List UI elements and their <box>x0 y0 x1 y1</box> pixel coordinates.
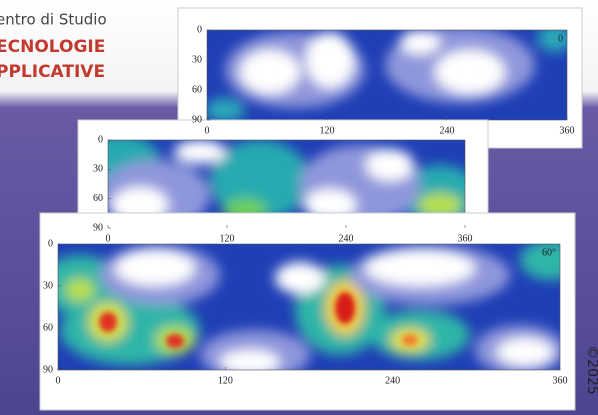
y-tick-label: 30 <box>93 164 103 175</box>
x-tick-label: 120 <box>320 125 335 136</box>
header-line: entro di Studio <box>0 11 107 29</box>
y-tick-label: 0 <box>48 238 53 249</box>
x-tick-label: 120 <box>220 233 235 244</box>
y-tick-label: 90 <box>192 114 202 125</box>
y-tick-label: 90 <box>93 222 103 233</box>
heatmap <box>207 30 567 120</box>
x-tick-label: 240 <box>385 375 400 386</box>
side-text: ©2025 <box>584 345 598 395</box>
x-tick-label: 0 <box>205 125 210 136</box>
corner-label: 60° <box>542 247 556 258</box>
header-line: PPLICATIVE <box>0 62 105 82</box>
x-tick-label: 120 <box>218 375 233 386</box>
x-tick-label: 360 <box>560 125 575 136</box>
y-tick-label: 60 <box>93 193 103 204</box>
panel <box>177 7 583 149</box>
x-tick-label: 360 <box>458 233 473 244</box>
corner-label: 0 <box>558 33 563 44</box>
y-tick-label: 60 <box>43 322 53 333</box>
y-tick-label: 30 <box>43 280 53 291</box>
x-tick-label: 360 <box>553 375 568 386</box>
y-tick-label: 0 <box>98 134 103 145</box>
x-tick-label: 240 <box>339 233 354 244</box>
header-line: ECNOLOGIE <box>0 37 105 57</box>
y-tick-label: 90 <box>43 364 53 375</box>
y-tick-label: 60 <box>192 84 202 95</box>
panel <box>39 212 576 411</box>
x-tick-label: 0 <box>56 375 61 386</box>
y-tick-label: 0 <box>197 24 202 35</box>
x-tick-label: 240 <box>440 125 455 136</box>
y-tick-label: 30 <box>192 54 202 65</box>
heatmap <box>58 244 560 370</box>
x-tick-label: 0 <box>106 233 111 244</box>
